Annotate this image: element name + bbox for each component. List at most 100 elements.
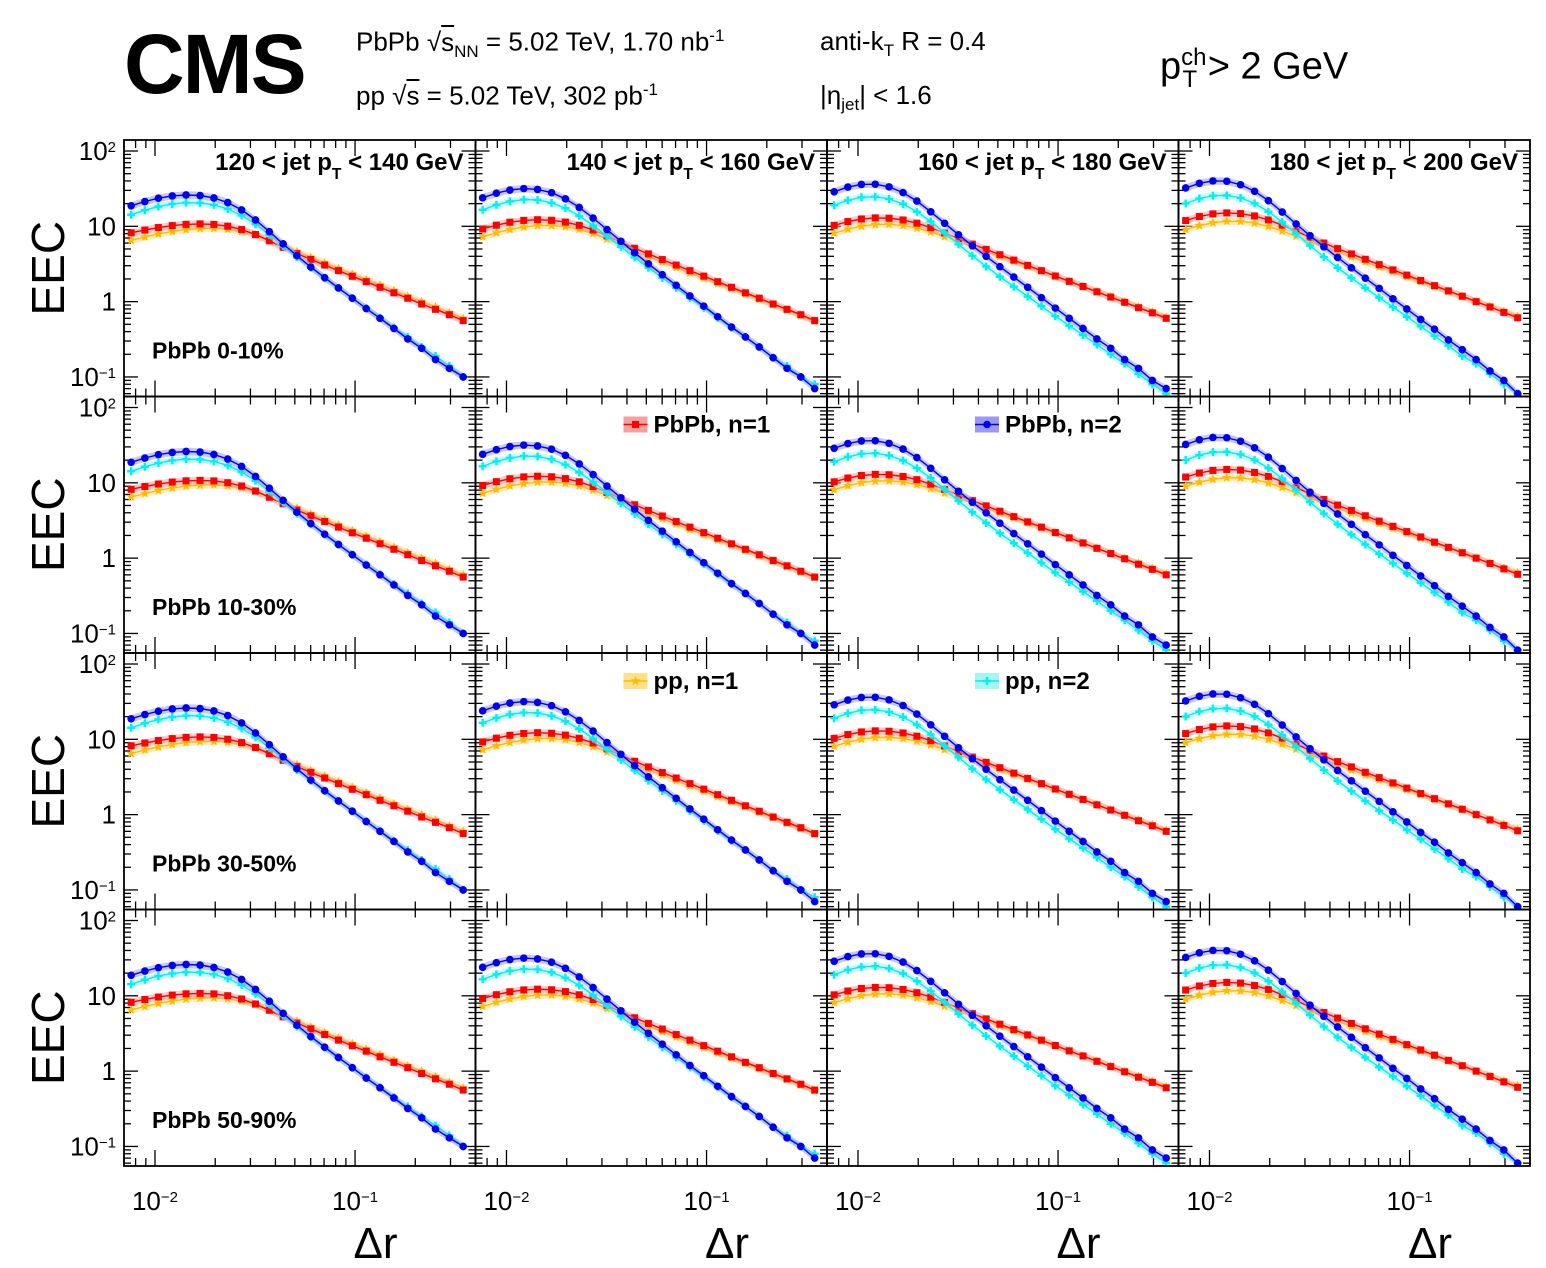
- data-point: [1208, 217, 1218, 227]
- data-point: [182, 198, 191, 207]
- data-point: [548, 729, 556, 737]
- data-point: [686, 548, 694, 557]
- series-pbpb-n-1: [479, 472, 819, 581]
- data-point: [1120, 868, 1129, 877]
- data-point: [1037, 267, 1045, 275]
- data-point: [1389, 522, 1397, 530]
- data-point: [1319, 509, 1328, 518]
- data-point: [1079, 581, 1087, 589]
- data-point: [885, 183, 893, 191]
- data-point: [603, 225, 611, 234]
- data-point: [547, 445, 556, 454]
- data-point: [334, 284, 343, 292]
- data-point: [741, 545, 749, 553]
- data-point: [982, 245, 990, 253]
- data-point: [1264, 709, 1273, 718]
- data-point: [1134, 560, 1142, 568]
- data-point: [727, 836, 736, 844]
- data-point: [1079, 331, 1088, 340]
- data-point: [478, 718, 487, 727]
- data-point: [532, 990, 543, 1000]
- data-point: [251, 985, 260, 994]
- data-point: [1416, 1091, 1425, 1100]
- data-point: [1347, 1019, 1355, 1027]
- data-point: [1292, 486, 1301, 495]
- data-point: [830, 957, 838, 966]
- y-tick-label: 10: [87, 468, 116, 498]
- data-point: [1195, 982, 1203, 990]
- data-point: [982, 1015, 990, 1023]
- data-point: [127, 229, 135, 237]
- data-point: [913, 476, 921, 484]
- data-point: [1182, 473, 1190, 481]
- data-point: [209, 457, 218, 466]
- data-point: [519, 697, 528, 706]
- data-point: [885, 439, 893, 448]
- data-point: [1209, 979, 1217, 987]
- data-point: [1472, 868, 1480, 877]
- data-point: [1403, 784, 1411, 792]
- data-point: [856, 221, 867, 231]
- data-point: [982, 262, 991, 271]
- data-point: [727, 323, 736, 331]
- data-point: [1375, 806, 1384, 815]
- data-point: [1148, 1146, 1157, 1154]
- data-point: [1264, 977, 1273, 986]
- data-point: [575, 724, 584, 733]
- data-point: [797, 886, 805, 894]
- uncertainty-band: [834, 990, 1167, 1091]
- y-tick-label: 10: [87, 724, 116, 754]
- data-point: [926, 720, 935, 729]
- data-point: [1320, 496, 1328, 504]
- data-point: [506, 475, 514, 483]
- uncertainty-band: [482, 697, 815, 906]
- data-point: [182, 447, 190, 456]
- data-point: [154, 450, 163, 459]
- series-pbpb-n-2: [830, 436, 1171, 649]
- data-point: [376, 571, 384, 579]
- data-point: [940, 475, 949, 484]
- data-point: [829, 997, 839, 1007]
- data-point: [982, 758, 990, 766]
- data-point: [459, 629, 468, 638]
- data-point: [1417, 1046, 1425, 1054]
- data-point: [182, 220, 190, 228]
- data-point: [1065, 277, 1073, 285]
- data-point: [672, 281, 680, 290]
- data-point: [1037, 293, 1046, 302]
- series-line: [833, 480, 1167, 575]
- data-point: [1249, 987, 1260, 997]
- data-point: [741, 589, 750, 598]
- data-point: [1079, 844, 1088, 853]
- data-point: [1162, 897, 1171, 906]
- data-point: [996, 775, 1004, 784]
- data-point: [307, 519, 315, 528]
- data-point: [830, 221, 838, 229]
- data-point: [362, 791, 370, 799]
- data-point: [519, 478, 529, 488]
- data-point: [940, 741, 949, 750]
- data-point: [1107, 1063, 1115, 1071]
- data-point: [520, 216, 528, 224]
- x-axis-label: Δr: [1056, 1219, 1100, 1268]
- data-point: [140, 745, 150, 754]
- data-point: [968, 754, 977, 763]
- data-point: [334, 780, 342, 788]
- data-point: [899, 729, 907, 737]
- data-point: [1472, 355, 1480, 364]
- data-point: [1237, 979, 1245, 987]
- data-point: [575, 468, 584, 477]
- data-point: [1375, 1030, 1383, 1038]
- series-line: [482, 481, 815, 579]
- uncertainty-band: [131, 733, 464, 838]
- data-point: [154, 737, 162, 745]
- data-point: [1347, 264, 1356, 272]
- data-point: [196, 198, 205, 207]
- data-point: [478, 450, 487, 459]
- x-tick-label: 10−2: [132, 1186, 178, 1216]
- data-point: [1513, 646, 1522, 653]
- data-point: [1347, 763, 1355, 771]
- data-point: [830, 444, 838, 453]
- data-point: [1208, 448, 1217, 457]
- series-pp-n-1: [477, 477, 820, 582]
